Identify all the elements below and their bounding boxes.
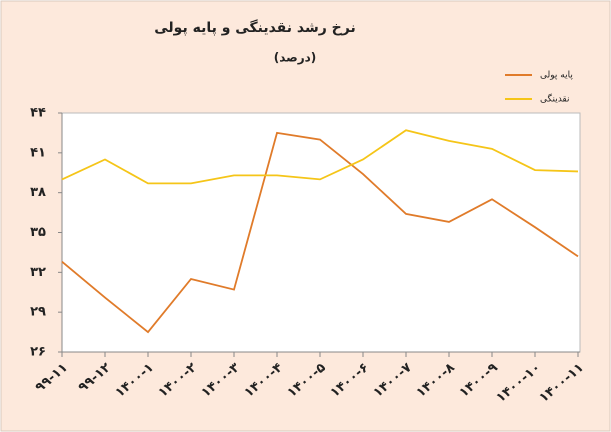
chart-subtitle: (درصد) — [274, 51, 317, 65]
chart-title: نرخ رشد نقدینگی و پایه پولی — [154, 19, 355, 36]
y-tick-label: ۳۸ — [30, 185, 46, 200]
y-tick-label: ۴۴ — [30, 106, 46, 121]
legend-label: نقدینگی — [540, 93, 569, 105]
y-tick-label: ۲۶ — [30, 345, 46, 360]
y-tick-label: ۴۱ — [30, 145, 46, 160]
series-line — [61, 129, 579, 185]
series-line — [61, 131, 579, 334]
y-tick-label: ۲۹ — [30, 305, 46, 320]
y-tick-label: ۳۲ — [30, 265, 46, 280]
y-tick-label: ۳۵ — [30, 225, 46, 240]
legend-label: پایه پولی — [540, 71, 573, 81]
plot-area — [61, 112, 581, 353]
